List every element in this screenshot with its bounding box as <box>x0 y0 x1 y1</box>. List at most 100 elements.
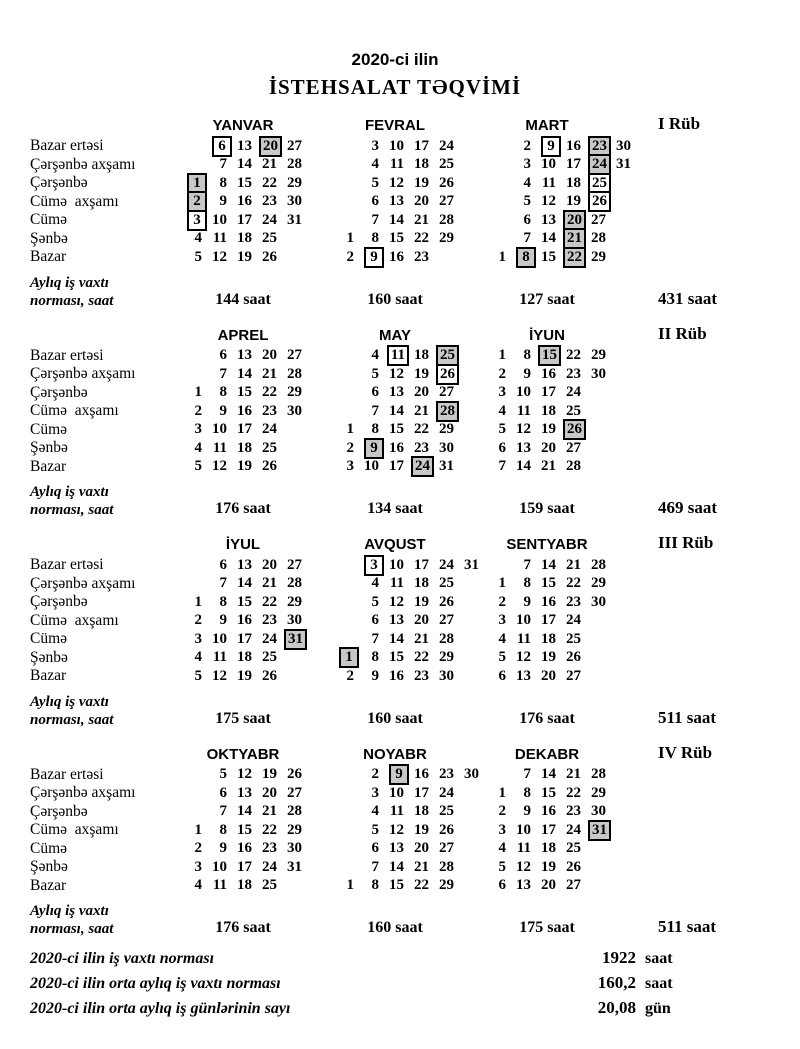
date-cell <box>332 821 354 840</box>
date: 29 <box>439 877 454 894</box>
date-cell: 25 <box>432 156 454 175</box>
date: 11 <box>389 803 404 820</box>
date-cell <box>457 402 479 421</box>
date-cell: 3 <box>180 209 207 231</box>
date: 19 <box>237 667 252 684</box>
date-cell: 29 <box>432 230 454 249</box>
monthly-norm-label-line: norması, saat <box>30 502 114 518</box>
date-cell <box>332 575 354 594</box>
date: 24 <box>262 211 277 228</box>
day-label: Bazar ertəsi <box>30 346 104 364</box>
date-cell: 3 <box>484 384 507 403</box>
date-cell: 19 <box>407 593 429 612</box>
date-cell: 13 <box>382 840 404 859</box>
date-cell <box>332 612 354 631</box>
date: 12 <box>541 193 556 210</box>
holiday-date: 20 <box>259 135 282 157</box>
date: 12 <box>212 458 227 475</box>
month-name: İYUN <box>529 326 565 344</box>
holiday-date: 24 <box>588 154 611 176</box>
date-cell: 19 <box>534 858 556 877</box>
date: 28 <box>439 211 454 228</box>
date-cell: 14 <box>382 630 404 649</box>
quarter-label: IV Rüb <box>658 742 713 762</box>
month-week-cells: 4 11 18 25 <box>180 230 332 249</box>
date: 6 <box>498 877 507 894</box>
date-cell: 31 <box>432 458 454 477</box>
date: 3 <box>523 156 532 173</box>
quarter-header-row: İYUL AVQUST SENTYABR III Rüb <box>30 529 800 556</box>
date: 16 <box>237 612 252 629</box>
date-cell: 17 <box>407 137 429 156</box>
date: 29 <box>439 421 454 438</box>
date: 29 <box>287 821 302 838</box>
month-week-cells: 2 9 16 23 30 <box>484 135 636 157</box>
date: 28 <box>566 458 581 475</box>
date: 2 <box>194 612 203 629</box>
date-cell: 21 <box>255 575 277 594</box>
date-cell: 25 <box>255 230 277 249</box>
month-week-cells: 1 8 15 22 29 <box>332 230 484 249</box>
date-cell: 19 <box>559 193 581 212</box>
date: 4 <box>371 803 380 820</box>
date-cell: 12 <box>509 858 531 877</box>
date: 11 <box>389 575 404 592</box>
date: 13 <box>237 347 252 364</box>
date-cell: 11 <box>382 575 404 594</box>
marked-date: 3 <box>187 209 207 231</box>
date: 26 <box>262 458 277 475</box>
date-cell: 28 <box>584 556 606 575</box>
date: 2 <box>346 667 355 684</box>
date-cell: 2 <box>332 667 355 686</box>
summary-value: 1922 <box>602 948 636 967</box>
date: 7 <box>523 556 532 573</box>
date-cell: 30 <box>280 193 302 212</box>
date: 2 <box>194 402 203 419</box>
date: 14 <box>237 365 252 382</box>
date-cell <box>584 877 606 896</box>
date-cell: 22 <box>407 877 429 896</box>
date: 27 <box>287 347 302 364</box>
date: 25 <box>262 877 277 894</box>
date: 31 <box>287 858 302 875</box>
date-cell: 18 <box>230 649 252 668</box>
month-week-cells: 5 12 19 26 <box>180 248 332 267</box>
summary-value: 20,08 <box>597 998 636 1017</box>
month-week-cells: 1 8 15 22 29 <box>484 345 636 367</box>
date: 18 <box>414 803 429 820</box>
date: 26 <box>439 821 454 838</box>
date: 16 <box>389 439 404 456</box>
date-cell: 27 <box>432 840 454 859</box>
date-cell: 9 <box>509 593 532 612</box>
date-cell: 23 <box>432 766 454 785</box>
date-cell: 29 <box>280 593 302 612</box>
date: 18 <box>541 840 556 857</box>
month-week-cells: 6 13 20 27 <box>484 439 636 458</box>
date-cell: 16 <box>534 803 556 822</box>
month-week-cells: 3 10 17 24 <box>180 421 332 440</box>
date-cell: 17 <box>407 556 429 575</box>
date-cell <box>180 347 202 366</box>
date-cell: 27 <box>280 137 302 156</box>
date-cell <box>180 365 202 384</box>
date: 5 <box>371 174 380 191</box>
date: 21 <box>414 858 429 875</box>
date: 27 <box>566 877 581 894</box>
date-cell: 2 <box>484 803 507 822</box>
date-cell: 13 <box>382 612 404 631</box>
date-cell: 20 <box>255 556 277 575</box>
date-cell: 20 <box>534 877 556 896</box>
date: 15 <box>541 248 556 265</box>
date-cell: 8 <box>357 649 380 668</box>
date-cell: 12 <box>534 193 556 212</box>
weekday-row: Cümə axşamı 2 9 16 23 30 7 14 21 28 4 11 18 25 <box>30 400 800 422</box>
date: 24 <box>566 821 581 838</box>
date-cell: 17 <box>230 858 252 877</box>
month-week-cells: 6 13 20 27 <box>332 193 484 212</box>
date-cell: 12 <box>382 174 404 193</box>
date: 6 <box>371 840 380 857</box>
date: 2 <box>498 803 507 820</box>
date: 12 <box>516 421 531 438</box>
month-week-cells: 2 9 16 23 30 <box>332 437 484 459</box>
date-cell: 26 <box>255 667 277 686</box>
